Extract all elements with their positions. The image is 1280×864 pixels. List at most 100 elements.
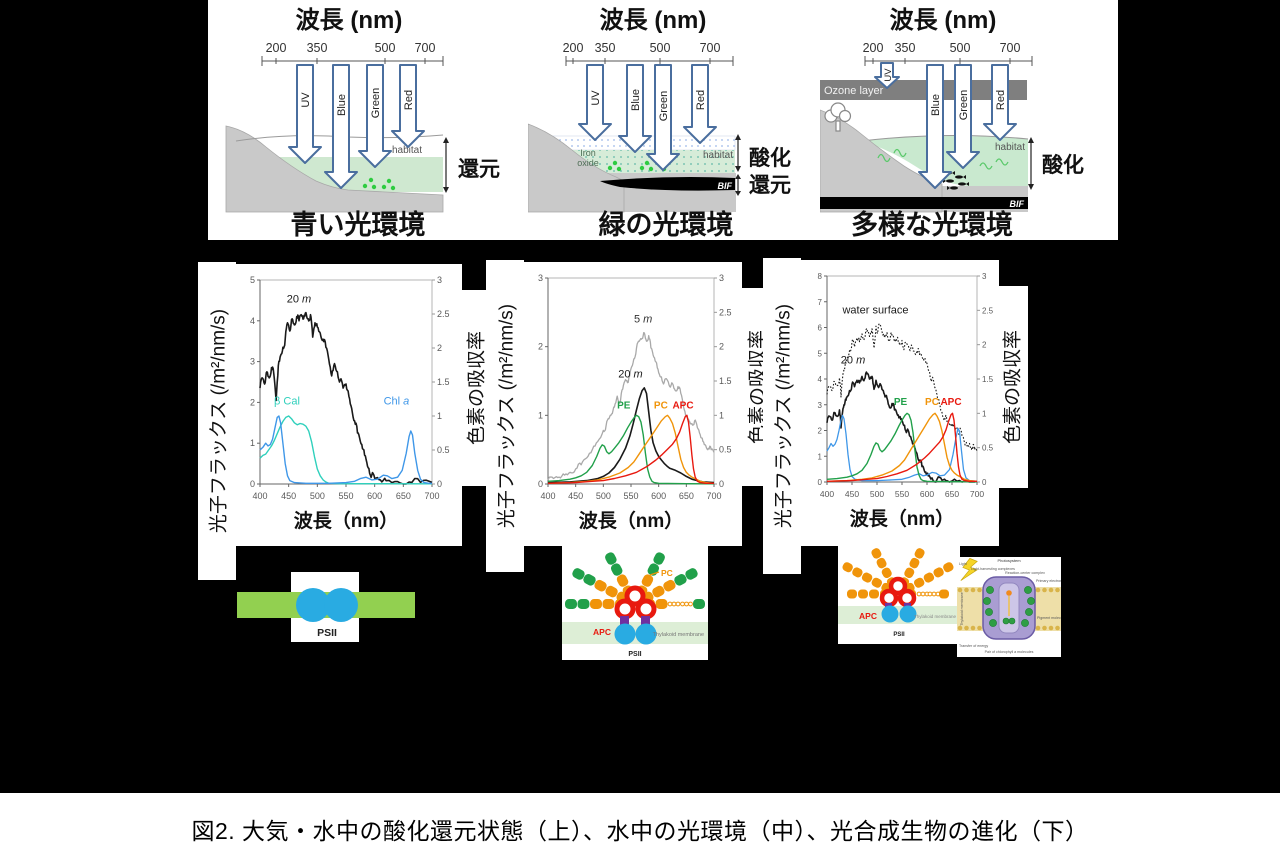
series-PE [547,414,715,485]
rod-segment-open [688,601,693,607]
y2-tick-label: 0.5 [982,444,994,453]
y2-tick-label: 1.5 [982,375,994,384]
photosystem-textbook-diagram: Light Photosystem Light-harvesting compl… [957,557,1061,657]
y2-tick-label: 1.5 [437,377,450,387]
x-tick-label: 450 [568,491,583,501]
light-arrows [578,64,717,171]
rod-segment [881,567,892,579]
rod-segment [923,572,935,583]
redox-label: 還元 [458,158,500,181]
rod-segment-open [671,601,677,607]
rod-segment [693,599,705,609]
rod-segment [583,574,596,586]
panel-title: 青い光環境 [291,210,426,240]
chl-pair-label: Pair of chlorophyll a molecules [985,650,1034,654]
rod-arm [906,589,949,599]
series-PC [547,414,715,484]
y2-tick-label: 3 [437,275,442,285]
redox-label-bottom: 還元 [749,174,791,197]
ozone-layer-label: Ozone layer [824,85,884,97]
wavelength-axis-title: 波長 (nm) [600,7,707,34]
series-APC [547,414,714,484]
chart2-yaxis-left-label: 光子フラックス (/m²/nm/s) [486,260,524,572]
ruler-tick-350: 350 [895,41,916,55]
chart2-panel: 0 1 2 3 0 0.5 1 1.5 2 2.5 3 400 450 500 550 600 650 700 波長… [522,262,742,546]
rod-segment [861,572,873,583]
chart3-yaxis-left-label: 光子フラックス (/m²/nm/s) [763,258,801,574]
x-tick-label: 400 [540,491,555,501]
y2-tick-label: 2 [719,342,724,352]
bif-label: BIF [718,181,733,191]
ruler-tick-350: 350 [595,41,616,55]
x-tick-label: 550 [338,491,353,501]
y2-tick-label: 1 [719,410,724,420]
bif-layer [820,197,1028,209]
primary-electron-acceptor-dot [1006,590,1012,596]
green-arrow [946,64,980,169]
y2-tick-label: 1 [982,409,987,418]
chart1-yaxis-right-label: 色素の吸収率 [459,290,491,486]
y-tick-label: 2 [818,427,823,436]
psii-core [635,623,657,645]
panel-title: 多様な光環境 [851,210,1013,240]
y-tick-label: 8 [818,272,823,281]
series-label: Chl a [384,395,410,407]
plot-border [547,277,715,485]
series-label: 20 m [841,355,865,367]
rod-segment [590,599,602,609]
x-tick-label: 550 [895,489,909,499]
thylakoid-membrane-label: Thylakoid membrane [653,632,704,638]
y2-tick-label: 2 [982,341,987,350]
chart1-yaxis-left-label: 光子フラックス (/m²/nm/s) [198,262,236,580]
iron-oxide-label-line1: Iron [580,148,596,158]
chart1-panel: 0 1 2 3 4 5 0 0.5 1 1.5 2 2.5 3 400 450 500 550 600 650 700… [234,264,462,546]
y-tick-label: 2 [250,397,255,407]
y-tick-label: 4 [250,316,255,326]
y-tick-label: 3 [538,273,543,283]
rod-segment [653,552,665,565]
ruler-tick-500: 500 [650,41,671,55]
psii-core [881,605,899,623]
habitat-label: habitat [995,142,1025,153]
y-tick-label: 5 [250,275,255,285]
rod-segment [685,568,698,580]
psii-core-left [296,588,330,622]
y2-tick-label: 3 [719,273,724,283]
light-label: Light [959,562,967,566]
series-Chl a [259,415,432,484]
phycobilisome-pc-pe-diagram: PC APC Thylakoid membrane PSII [562,546,708,660]
apc-ring [897,588,917,608]
membrane-label: Thylakoid membrane [960,592,964,626]
pc-label: PC [661,568,673,578]
linker [641,616,650,625]
x-tick-label: 650 [945,489,959,499]
photosystem-label: Photosystem [997,558,1021,563]
series-APC [826,412,977,482]
x-tick-label: 500 [310,491,325,501]
pigment-molecules [983,586,1035,627]
land-terrain [528,123,625,213]
bif-label: BIF [1010,199,1025,209]
ruler-tick-500: 500 [375,41,396,55]
y2-tick-label: 1.5 [719,376,732,386]
psii-label: PSII [628,651,641,658]
series-label: PC [925,397,939,408]
blue-arrow [324,64,358,189]
x-tick-label: 450 [281,491,296,501]
chart-green-environment: 0 1 2 3 0 0.5 1 1.5 2 2.5 3 400 450 500 550 600 650 700 波長… [538,273,732,532]
blue-arrow [918,64,952,189]
rcc-label: Reaction-center complex [1005,571,1045,575]
x-axis-title: 波長（nm） [294,509,399,532]
y-tick-label: 1 [250,438,255,448]
x-tick-label: 450 [845,489,859,499]
series-label: 5 m [634,314,652,326]
series-label: water surface [841,304,908,316]
ruler-tick-700: 700 [415,41,436,55]
rod-segment-open [680,601,685,607]
psii-core-right [324,588,358,622]
x-axis-title: 波長（nm） [579,509,684,532]
panel-title: 緑の光環境 [599,209,734,240]
rod-segment [871,577,883,588]
